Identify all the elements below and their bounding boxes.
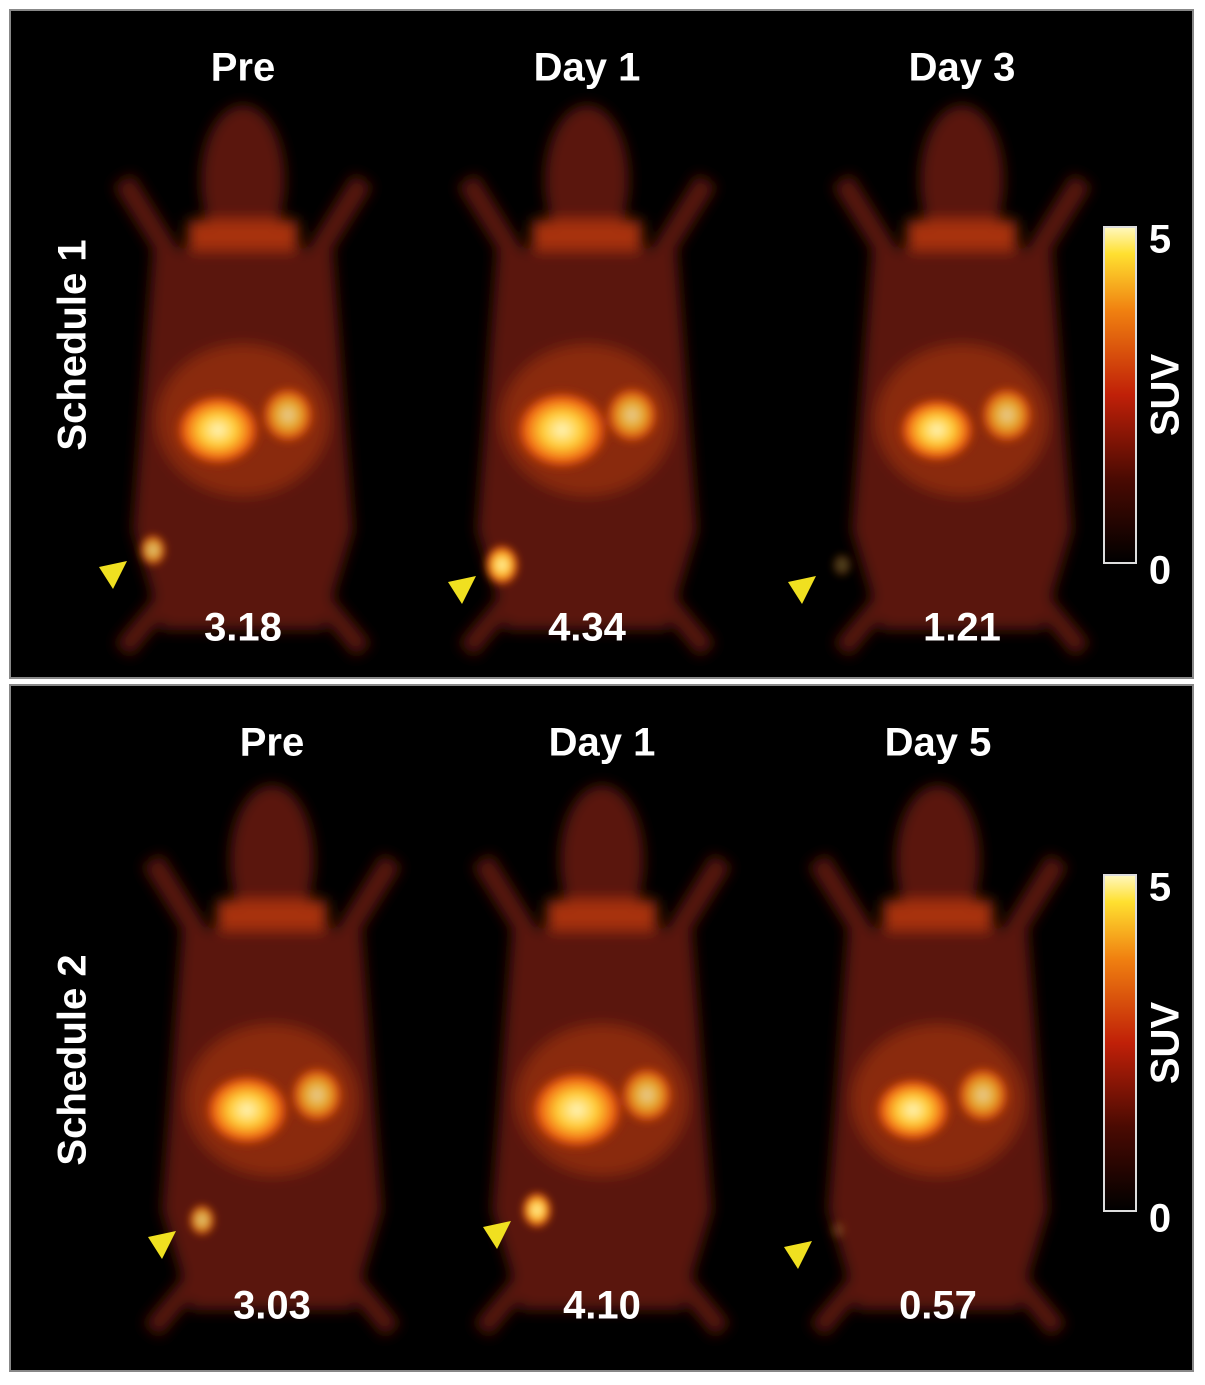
- suv-value: 1.21: [923, 606, 1001, 650]
- organ-uptake: [260, 385, 316, 445]
- row-label: Schedule 1: [51, 239, 95, 450]
- tumor-uptake: [832, 553, 852, 577]
- mouse-image: [808, 785, 1068, 1337]
- column-title: Pre: [240, 721, 305, 765]
- organ-uptake: [619, 1065, 675, 1125]
- arrowhead: [148, 1231, 176, 1259]
- mouse-head: [896, 785, 980, 935]
- suv-value: 3.03: [233, 1284, 311, 1328]
- column-title: Pre: [211, 46, 276, 90]
- suv-value: 0.57: [899, 1284, 977, 1328]
- mouse-hotspot: [832, 385, 1035, 577]
- mouse-head: [545, 105, 629, 255]
- mouse-hotspot: [484, 385, 660, 587]
- column-title: Day 1: [549, 721, 656, 765]
- mouse-hotspot: [830, 1065, 1011, 1240]
- arrowhead: [99, 561, 127, 589]
- colorbar-tick-label: 5: [1149, 866, 1171, 910]
- mouse-neck: [188, 220, 298, 250]
- mouse-hotspot: [188, 1065, 345, 1237]
- mouse-hotspot: [139, 385, 316, 567]
- tumor-uptake: [139, 533, 167, 567]
- mouse-arms: [113, 174, 373, 266]
- colorbar-tick-label: 0: [1149, 549, 1171, 593]
- liver-uptake: [527, 1068, 627, 1152]
- arrowhead: [784, 1241, 812, 1269]
- panel: Pre 3.03 Day 1 4.10 Day 5 0.57 Schedule 2 5 0 SUV: [51, 721, 1188, 1337]
- liver-uptake: [896, 395, 978, 465]
- mouse-neck: [547, 900, 657, 930]
- column-title: Day 3: [909, 46, 1016, 90]
- column-title: Day 1: [534, 46, 641, 90]
- mouse-head: [920, 105, 1004, 255]
- column-title: Day 5: [885, 721, 992, 765]
- mouse-arms: [457, 174, 717, 266]
- mouse-legs: [115, 583, 371, 657]
- colorbar-label: SUV: [1144, 354, 1188, 437]
- mouse-neck: [532, 220, 642, 250]
- organ-uptake: [604, 385, 660, 445]
- mouse-hotspot: [521, 1065, 675, 1230]
- liver-uptake: [202, 1072, 292, 1148]
- mouse-head: [230, 785, 314, 935]
- organ-uptake: [289, 1065, 345, 1125]
- organ-uptake: [979, 385, 1035, 445]
- mouse-arms: [142, 854, 402, 946]
- tumor-uptake: [521, 1190, 553, 1230]
- mouse-neck: [217, 900, 327, 930]
- panel: Pre 3.18 Day 1 4.34 Day 3 1.21 Schedule 1 5 0 SUV: [51, 46, 1188, 657]
- colorbar-label: SUV: [1144, 1002, 1188, 1085]
- mouse-neck: [883, 900, 993, 930]
- suv-value: 4.10: [563, 1284, 641, 1328]
- liver-uptake: [512, 388, 612, 472]
- colorbar-tick-label: 5: [1149, 218, 1171, 262]
- colorbar: [1103, 874, 1137, 1212]
- mouse-legs: [810, 1263, 1066, 1337]
- arrowhead: [483, 1221, 511, 1249]
- liver-uptake: [173, 392, 263, 468]
- mouse-head: [201, 105, 285, 255]
- organ-uptake: [955, 1065, 1011, 1125]
- mouse-head: [560, 785, 644, 935]
- colorbar: [1103, 226, 1137, 564]
- mouse-arms: [808, 854, 1068, 946]
- row-label: Schedule 2: [51, 954, 95, 1165]
- colorbar-tick-label: 0: [1149, 1197, 1171, 1241]
- tumor-uptake: [188, 1203, 216, 1237]
- mouse-arms: [832, 174, 1092, 266]
- arrowhead: [448, 576, 476, 604]
- mouse-neck: [907, 220, 1017, 250]
- liver-uptake: [872, 1075, 954, 1145]
- mouse-legs: [834, 583, 1090, 657]
- mouse-arms: [472, 854, 732, 946]
- mouse-legs: [474, 1263, 730, 1337]
- suv-value: 3.18: [204, 606, 282, 650]
- tumor-uptake: [830, 1220, 846, 1240]
- suv-value: 4.34: [548, 606, 627, 650]
- mouse-legs: [459, 583, 715, 657]
- tumor-uptake: [484, 543, 520, 587]
- mouse-legs: [144, 1263, 400, 1337]
- arrowhead: [788, 576, 816, 604]
